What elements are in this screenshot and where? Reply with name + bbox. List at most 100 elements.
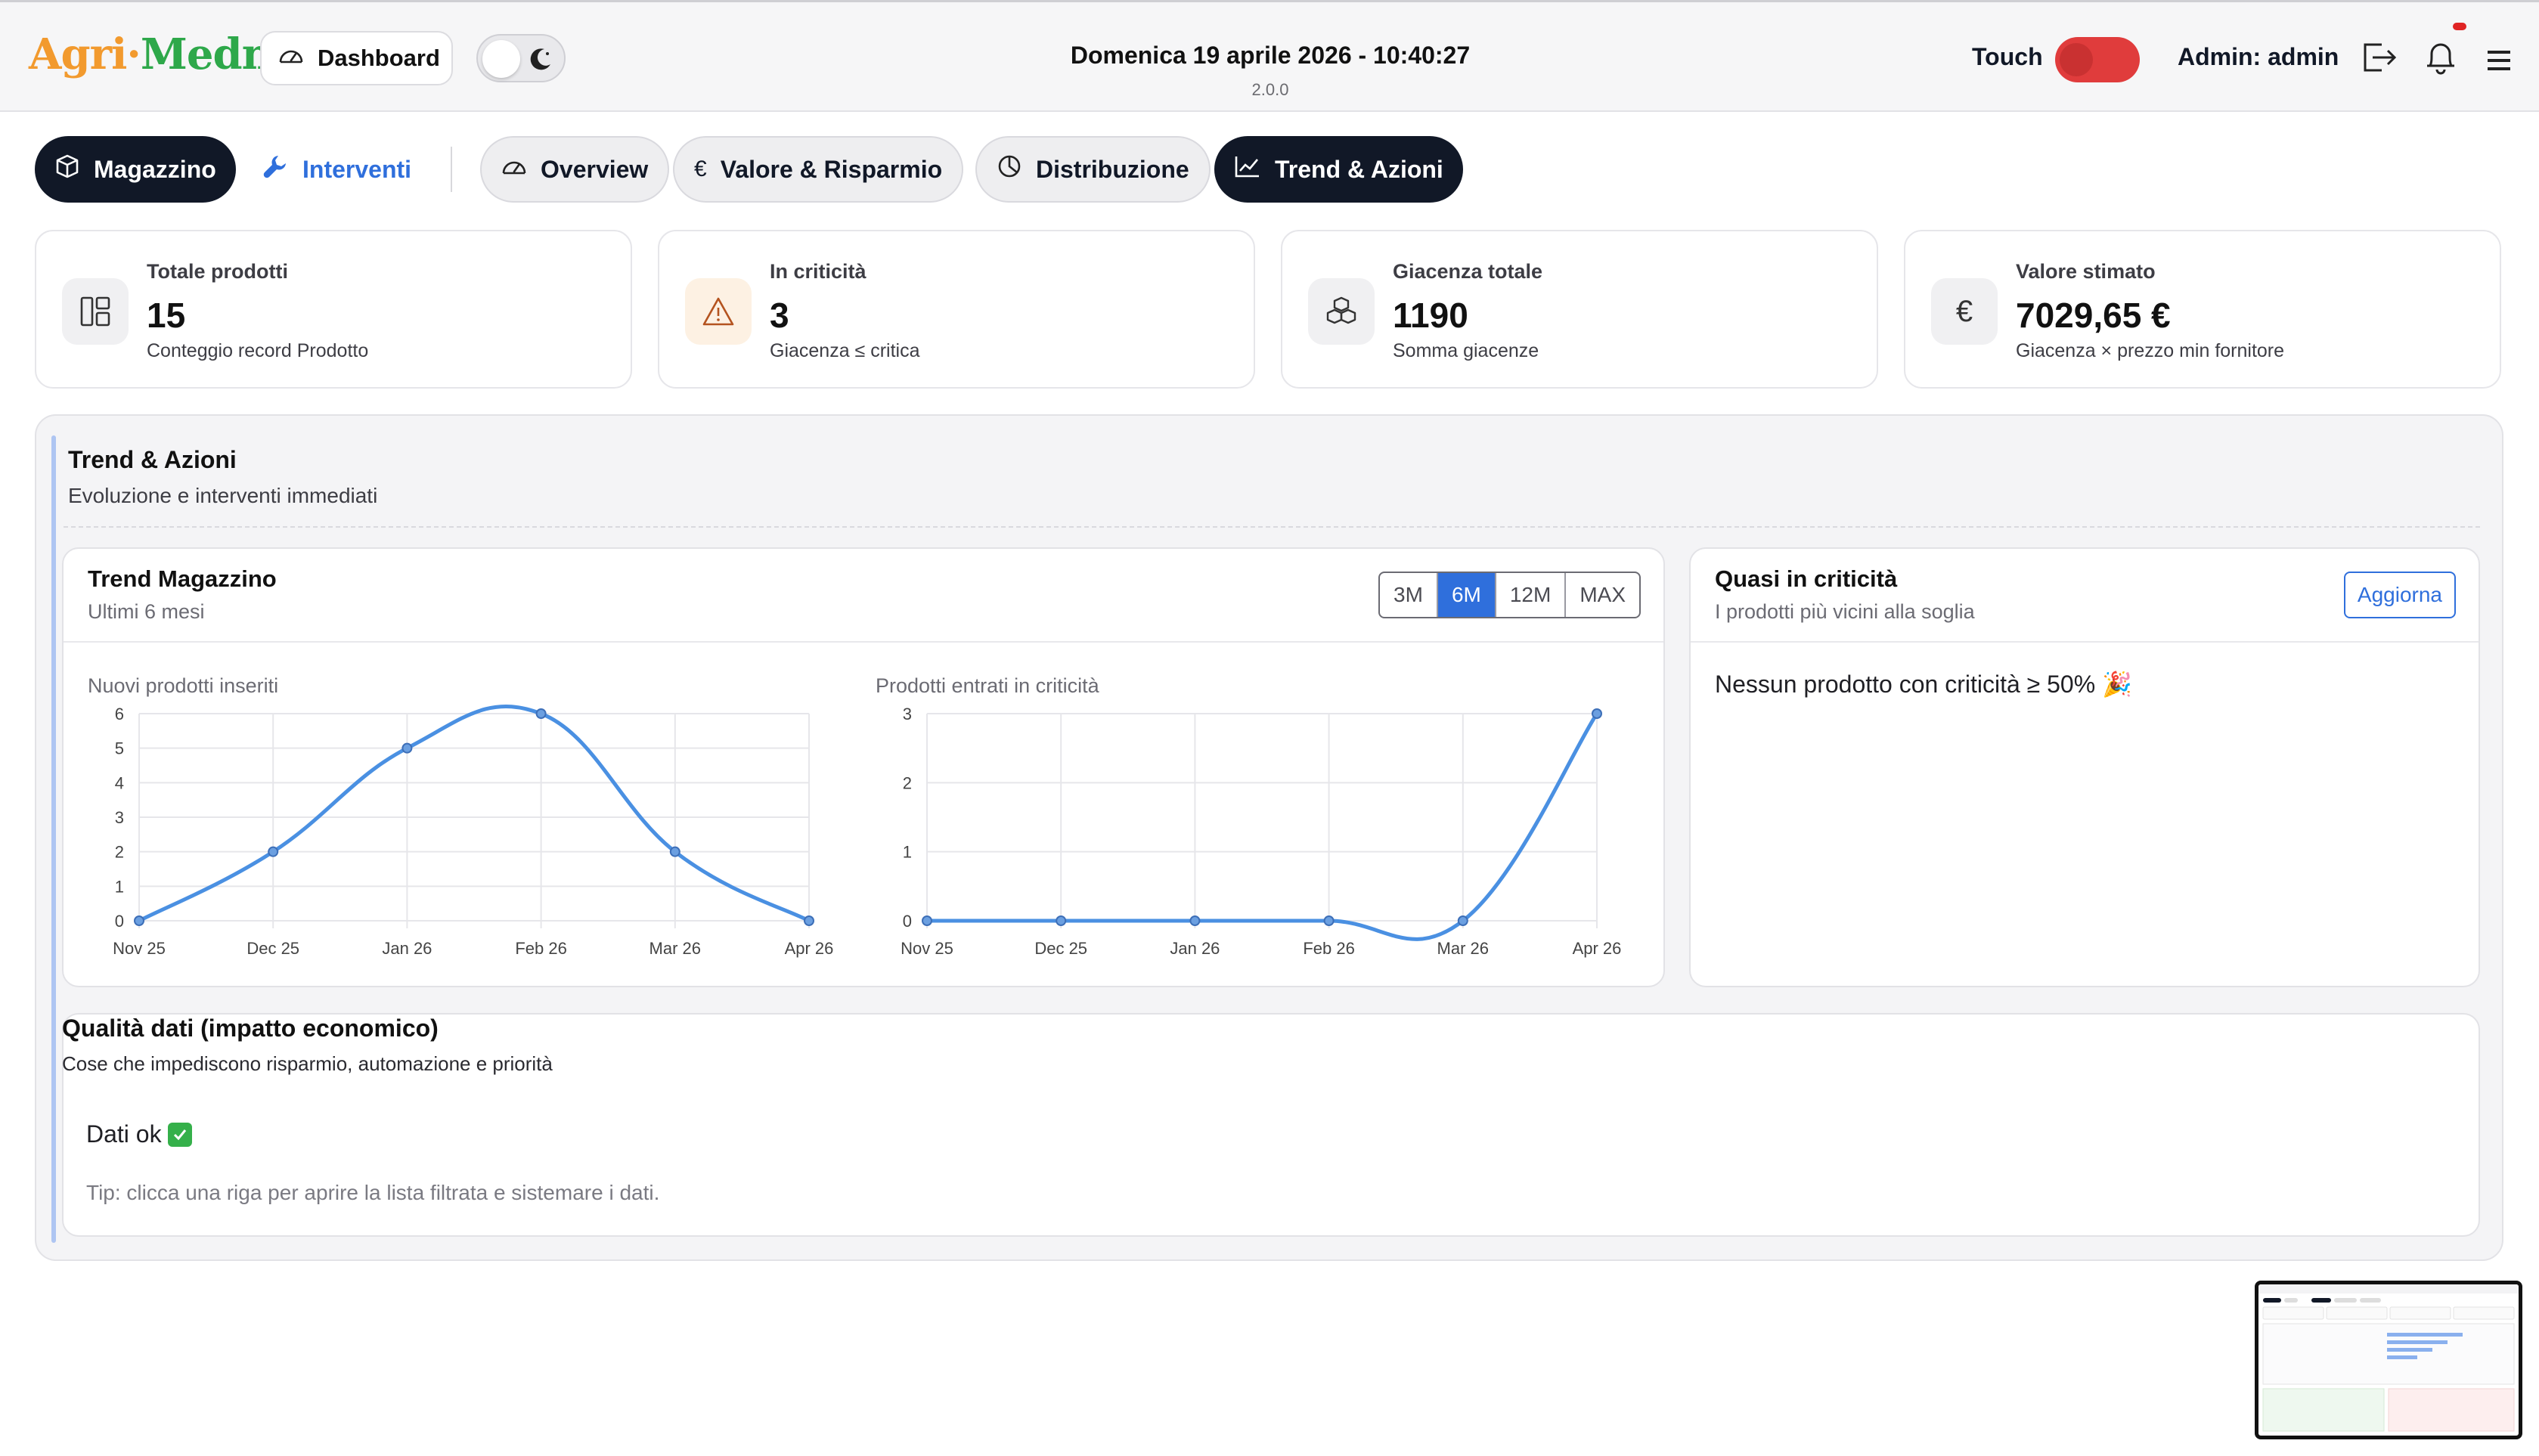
range-6m-button[interactable]: 6M (1436, 573, 1495, 617)
card-divider (64, 641, 1663, 643)
moon-icon (526, 46, 553, 77)
kpi-subtitle: Conteggio record Prodotto (147, 340, 369, 361)
section-accent-bar (51, 435, 56, 1243)
trend-line-icon (1234, 154, 1261, 184)
y-tick-label: 0 (903, 912, 912, 931)
toggle-knob (482, 40, 520, 78)
y-tick-label: 1 (115, 877, 124, 896)
tab-label: Magazzino (94, 155, 216, 183)
data-point (1323, 915, 1335, 926)
bell-icon[interactable] (2424, 37, 2457, 80)
wrench-icon (262, 153, 289, 186)
card-subtitle: Cose che impediscono risparmio, automazi… (62, 1052, 553, 1075)
x-tick-label: Jan 26 (382, 939, 432, 958)
gauge-icon (501, 155, 527, 184)
notification-dot (2453, 23, 2466, 30)
euro-icon: € (694, 156, 707, 181)
y-tick-label: 4 (115, 773, 124, 792)
app-version: 2.0.0 (1251, 80, 1289, 99)
data-point (922, 915, 932, 926)
data-ok-message: Dati ok (86, 1120, 192, 1148)
pie-chart-icon (997, 153, 1022, 185)
toggle-knob (2060, 43, 2093, 76)
section-subtitle: Evoluzione e interventi immediati (68, 484, 378, 507)
tab-overview[interactable]: Overview (480, 136, 670, 203)
data-point (804, 915, 814, 926)
y-tick-label: 5 (115, 739, 124, 758)
qualita-dati-card (62, 1013, 2480, 1237)
kpi-card-totale-prodotti: Totale prodotti 15 Conteggio record Prod… (35, 230, 632, 389)
card-title: Qualità dati (impatto economico) (62, 1015, 439, 1042)
tab-divider (451, 147, 452, 192)
tab-label: Overview (541, 155, 649, 183)
card-subtitle: I prodotti più vicini alla soglia (1715, 600, 1975, 623)
box-icon (54, 153, 80, 185)
data-point (1189, 915, 1201, 926)
screen-preview-thumbnail[interactable] (2255, 1281, 2522, 1439)
data-point (669, 846, 680, 857)
dark-mode-toggle[interactable] (476, 34, 566, 82)
tab-trend-azioni[interactable]: Trend & Azioni (1214, 136, 1463, 203)
tab-valore-risparmio[interactable]: € Valore & Risparmio (673, 136, 964, 203)
data-point (134, 915, 144, 926)
x-tick-label: Mar 26 (649, 939, 701, 958)
kpi-card-giacenza-totale: Giacenza totale 1190 Somma giacenze (1281, 230, 1878, 389)
tab-label: Trend & Azioni (1275, 155, 1443, 183)
dashboard-label: Dashboard (318, 45, 440, 71)
kpi-label: Giacenza totale (1393, 260, 1543, 283)
series-line (138, 705, 811, 923)
gauge-icon (278, 44, 304, 73)
series-line (927, 712, 1599, 941)
touch-mode-toggle[interactable] (2055, 37, 2140, 82)
x-tick-label: Nov 25 (901, 939, 953, 958)
kpi-card-in-criticita: In criticità 3 Giacenza ≤ critica (658, 230, 1255, 389)
data-point (535, 708, 547, 719)
card-title: Trend Magazzino (88, 565, 277, 592)
range-12m-button[interactable]: 12M (1494, 573, 1564, 617)
empty-state-message: Nessun prodotto con criticità ≥ 50% 🎉 (1715, 671, 2132, 698)
x-tick-label: Jan 26 (1170, 939, 1220, 958)
x-tick-label: Dec 25 (1034, 939, 1087, 958)
layout-icon (62, 278, 129, 345)
kpi-value: 3 (770, 296, 789, 335)
trend-magazzino-card: Trend Magazzino Ultimi 6 mesi 3M 6M 12M … (62, 547, 1665, 987)
boxes-icon (1308, 278, 1375, 345)
menu-icon[interactable] (2488, 51, 2510, 74)
logout-icon[interactable] (2361, 40, 2398, 79)
kpi-value: 1190 (1393, 296, 1468, 335)
kpi-value: 7029,65 € (2016, 296, 2171, 335)
touch-label: Touch (1972, 43, 2043, 70)
x-tick-label: Apr 26 (1573, 939, 1622, 958)
tab-label: Distribuzione (1036, 155, 1189, 183)
kpi-subtitle: Giacenza ≤ critica (770, 340, 920, 361)
tab-magazzino[interactable]: Magazzino (35, 136, 236, 203)
chart-nuovi-prodotti: 0 1 2 3 4 5 6 Nov 25 Dec 25 Jan 26 Feb 26 Mar 26 Apr… (113, 705, 833, 958)
data-point (1457, 915, 1468, 926)
tab-distribuzione[interactable]: Distribuzione (975, 136, 1211, 203)
x-tick-label: Mar 26 (1437, 939, 1489, 958)
dashboard-button[interactable]: Dashboard (260, 31, 453, 85)
tab-interventi[interactable]: Interventi (242, 136, 431, 203)
chart-title: Prodotti entrati in criticità (876, 674, 1099, 697)
y-tick-label: 6 (115, 705, 124, 723)
card-subtitle: Ultimi 6 mesi (88, 600, 205, 623)
warning-icon (685, 278, 752, 345)
tab-label: Interventi (302, 155, 412, 183)
chart-prodotti-criticita: 0 1 2 3 Nov 25 Dec 25 Jan 26 Feb 26 Mar 26 Apr 26 (901, 705, 1622, 958)
kpi-value: 15 (147, 296, 186, 335)
check-icon (167, 1122, 192, 1147)
range-max-button[interactable]: MAX (1564, 573, 1639, 617)
kpi-label: Totale prodotti (147, 260, 288, 283)
y-tick-label: 2 (115, 843, 124, 862)
x-tick-label: Dec 25 (246, 939, 299, 958)
data-point (1056, 915, 1067, 926)
top-bar: Agri· Medma Dashboard Domenica 19 aprile … (0, 0, 2539, 112)
kpi-subtitle: Somma giacenze (1393, 340, 1539, 361)
refresh-button[interactable]: Aggiorna (2343, 572, 2456, 618)
section-divider (64, 526, 2480, 528)
range-3m-button[interactable]: 3M (1394, 583, 1423, 606)
x-tick-label: Nov 25 (113, 939, 166, 958)
data-point (401, 742, 413, 754)
card-title: Quasi in criticità (1715, 565, 1898, 592)
card-divider (1691, 641, 2479, 643)
